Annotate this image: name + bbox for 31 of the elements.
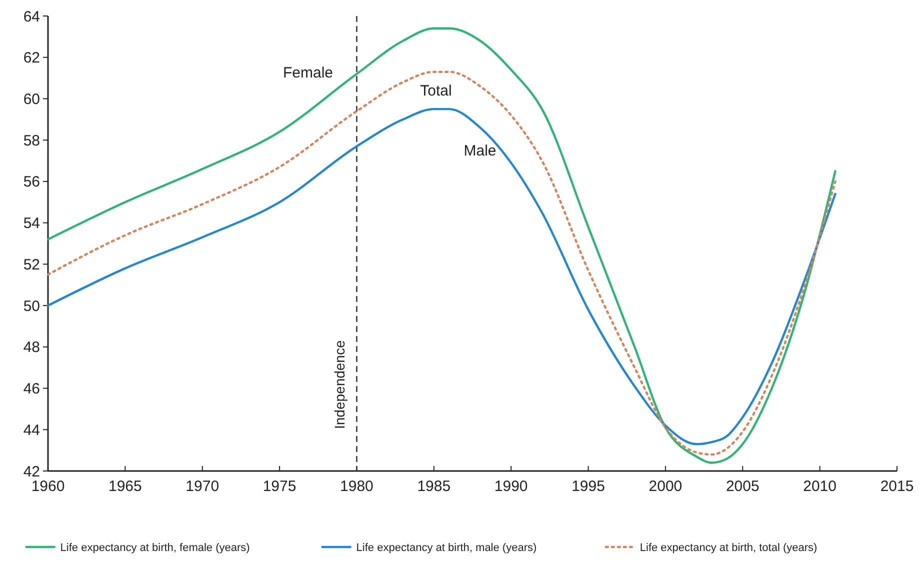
y-tick-label: 44 xyxy=(23,422,40,439)
x-tick-label: 1990 xyxy=(494,478,528,495)
ref-line-label: Independence xyxy=(332,340,348,429)
y-tick-label: 60 xyxy=(23,90,40,108)
x-tick-label: 1960 xyxy=(31,478,65,495)
x-tick-label: 1965 xyxy=(108,478,142,495)
x-tick-label: 1980 xyxy=(340,478,374,495)
y-tick-label: 48 xyxy=(23,339,40,356)
annotation: Male xyxy=(464,142,496,160)
legend-label: Life expectancy at birth, male (years) xyxy=(356,542,537,554)
x-tick-label: 2010 xyxy=(803,478,837,495)
x-tick-label: 2000 xyxy=(648,478,682,495)
annotation: Total xyxy=(420,82,452,100)
y-tick-label: 64 xyxy=(23,8,40,26)
legend-label: Life expectancy at birth, total (years) xyxy=(640,542,818,554)
x-tick-label: 1985 xyxy=(417,478,451,495)
x-tick-label: 1995 xyxy=(572,478,605,495)
y-tick-label: 58 xyxy=(23,132,40,150)
y-tick-label: 46 xyxy=(23,380,40,398)
y-tick-label: 54 xyxy=(23,215,40,232)
x-tick-label: 2005 xyxy=(726,478,760,495)
x-tick-label: 2015 xyxy=(880,478,914,495)
y-tick-label: 52 xyxy=(23,256,40,274)
y-tick-label: 42 xyxy=(23,463,40,480)
y-tick-label: 62 xyxy=(23,50,40,67)
y-tick-label: 56 xyxy=(23,174,40,191)
legend-label: Life expectancy at birth, female (years) xyxy=(60,542,250,554)
annotation: Female xyxy=(282,64,334,82)
x-tick-label: 1970 xyxy=(186,478,220,495)
y-tick-label: 50 xyxy=(23,298,40,315)
x-tick-label: 1975 xyxy=(262,478,296,495)
